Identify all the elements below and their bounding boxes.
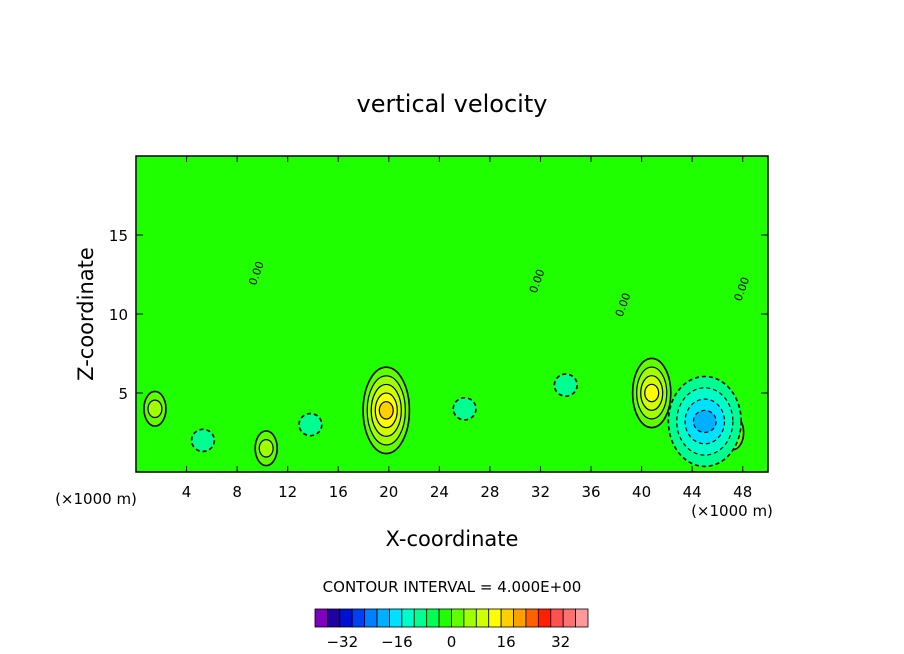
x-tick-label: 4	[182, 483, 192, 501]
contour-feature	[143, 390, 167, 427]
colorbar-swatch	[426, 608, 440, 628]
contour-fields: 0.00 0.000.000.00	[143, 260, 752, 468]
colorbar-tick-label: 32	[551, 633, 570, 651]
x-tick-label: 40	[632, 483, 651, 501]
contour-feature	[298, 412, 323, 437]
colorbar-tick-label: −32	[326, 633, 358, 651]
contour-feature	[452, 396, 477, 421]
x-tick-label: 12	[278, 483, 297, 501]
colorbar-swatch	[475, 608, 490, 628]
x-tick-label: 20	[379, 483, 398, 501]
colorbar-swatch	[438, 608, 452, 628]
contour-level	[644, 383, 660, 403]
x-axis-label: X-coordinate	[386, 527, 519, 551]
x-axis: 4 8 12 16 20 24 28 32 36 40 44 48	[182, 156, 752, 501]
colorbar-tick-label: 16	[497, 633, 516, 651]
colorbar-swatch	[575, 608, 589, 628]
contour-feature	[667, 375, 743, 468]
chart-title: vertical velocity	[357, 90, 548, 118]
colorbar	[314, 608, 589, 628]
colorbar-swatch	[537, 608, 552, 628]
colorbar-swatch	[389, 608, 403, 628]
y-tick-label: 15	[109, 227, 128, 245]
contour-interval-text: CONTOUR INTERVAL = 4.000E+00	[323, 578, 582, 596]
colorbar-swatch	[488, 608, 502, 628]
contour-feature	[362, 366, 411, 455]
contour-feature	[553, 373, 578, 397]
contour-feature	[190, 428, 216, 453]
colorbar-swatch	[364, 608, 378, 628]
y-axis-label: Z-coordinate	[74, 247, 98, 381]
colorbar-swatch	[351, 608, 366, 628]
plot-area: 0.00 0.000.000.00	[135, 155, 769, 473]
contour-level	[258, 439, 274, 458]
contour-level	[378, 401, 394, 420]
y-tick-label: 5	[118, 385, 128, 403]
colorbar-swatch	[376, 608, 390, 628]
contour-level	[190, 428, 216, 453]
colorbar-swatch	[513, 608, 527, 628]
x-unit-label-left: (×1000 m)	[55, 490, 137, 508]
contour-level	[147, 399, 163, 419]
colorbar-swatch	[339, 608, 353, 628]
contour-level	[553, 373, 578, 397]
colorbar-swatch	[562, 608, 576, 628]
y-axis: 5 10 15	[109, 227, 768, 403]
colorbar-swatch	[550, 608, 564, 628]
y-tick-label: 10	[109, 306, 128, 324]
colorbar-swatch	[463, 608, 477, 628]
colorbar-tick-label: −16	[381, 633, 413, 651]
x-tick-label: 48	[733, 483, 752, 501]
x-tick-label: 36	[581, 483, 600, 501]
contour-level	[298, 412, 323, 437]
x-tick-label: 44	[683, 483, 702, 501]
contour-feature	[254, 430, 278, 467]
contour-feature	[631, 357, 672, 429]
colorbar-tick-label: 0	[447, 633, 457, 651]
x-tick-label: 8	[232, 483, 242, 501]
contour-level	[692, 409, 717, 434]
colorbar-swatch	[314, 608, 328, 628]
colorbar-ticks: −32 −16 0 16 32	[326, 633, 570, 651]
colorbar-swatch	[451, 608, 465, 628]
colorbar-swatch	[327, 608, 341, 628]
x-tick-label: 16	[329, 483, 348, 501]
x-tick-label: 32	[531, 483, 550, 501]
x-tick-label: 24	[430, 483, 449, 501]
colorbar-swatch	[413, 608, 428, 628]
x-tick-label: 28	[480, 483, 499, 501]
colorbar-swatch	[401, 608, 415, 628]
contour-level	[452, 396, 477, 421]
x-unit-label-right: (×1000 m)	[691, 502, 773, 520]
colorbar-swatch	[525, 608, 539, 628]
colorbar-swatch	[500, 608, 514, 628]
